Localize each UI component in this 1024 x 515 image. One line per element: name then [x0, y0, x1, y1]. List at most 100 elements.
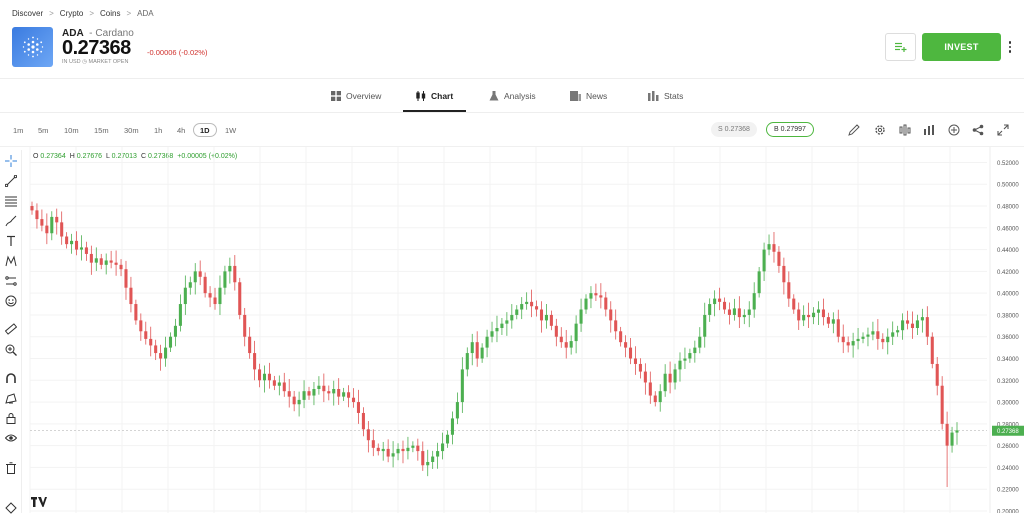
candle[interactable]	[589, 286, 593, 309]
candle[interactable]	[485, 329, 489, 358]
candle[interactable]	[470, 333, 474, 366]
candle[interactable]	[144, 321, 148, 345]
tab-stats[interactable]: Stats	[648, 79, 683, 112]
candle[interactable]	[525, 292, 529, 310]
candle[interactable]	[579, 298, 583, 332]
candle[interactable]	[307, 386, 311, 400]
candle[interactable]	[282, 372, 286, 397]
timeframe-1d[interactable]: 1D	[193, 123, 217, 137]
candle[interactable]	[881, 333, 885, 350]
candle[interactable]	[648, 371, 652, 404]
candle[interactable]	[658, 384, 662, 412]
candle[interactable]	[906, 310, 910, 330]
candle[interactable]	[287, 378, 291, 408]
candle[interactable]	[772, 231, 776, 263]
candle[interactable]	[35, 203, 39, 229]
candle[interactable]	[361, 407, 365, 437]
timeframe-1m[interactable]: 1m	[13, 125, 24, 135]
candle[interactable]	[762, 242, 766, 281]
candle[interactable]	[332, 380, 336, 406]
candle[interactable]	[371, 429, 375, 457]
candle[interactable]	[955, 422, 959, 445]
candlestick-chart-svg[interactable]: 0.52000 0.50000 0.48000 0.46000 0.44000 0.420…	[22, 147, 1024, 513]
candle[interactable]	[149, 326, 153, 357]
candle[interactable]	[713, 290, 717, 317]
candle[interactable]	[40, 209, 44, 232]
candle[interactable]	[851, 332, 855, 358]
candle[interactable]	[708, 298, 712, 322]
tab-news[interactable]: News	[570, 79, 607, 112]
candle[interactable]	[787, 271, 791, 307]
settings-gear-icon[interactable]	[873, 123, 887, 137]
timeframe-1h[interactable]: 1h	[154, 125, 163, 135]
candle[interactable]	[79, 235, 83, 261]
candle[interactable]	[243, 307, 247, 347]
sell-price-button[interactable]: S 0.27368	[711, 122, 757, 137]
add-to-watchlist-button[interactable]	[885, 33, 916, 61]
candle[interactable]	[599, 283, 603, 309]
candle[interactable]	[218, 275, 222, 315]
candle[interactable]	[816, 301, 821, 325]
chart-type-icon[interactable]	[922, 123, 936, 137]
candle[interactable]	[337, 378, 341, 405]
timeframe-5m[interactable]: 5m	[38, 125, 49, 135]
candle[interactable]	[292, 390, 296, 412]
candle[interactable]	[455, 392, 459, 425]
candle[interactable]	[99, 253, 103, 270]
candle[interactable]	[846, 336, 850, 353]
candle[interactable]	[797, 302, 801, 330]
candle[interactable]	[910, 311, 915, 339]
measure-range-icon[interactable]	[3, 273, 18, 288]
tab-chart[interactable]: Chart	[402, 79, 467, 112]
candle[interactable]	[559, 327, 563, 348]
candle[interactable]	[678, 352, 682, 382]
candle[interactable]	[223, 265, 227, 295]
candle[interactable]	[821, 298, 825, 326]
candle[interactable]	[619, 326, 623, 347]
candle[interactable]	[272, 375, 276, 391]
candle[interactable]	[178, 294, 182, 332]
candle[interactable]	[767, 234, 771, 256]
lock-icon[interactable]	[3, 410, 18, 425]
candle[interactable]	[347, 385, 351, 408]
candle[interactable]	[426, 449, 430, 477]
candle[interactable]	[94, 247, 98, 271]
candle[interactable]	[431, 450, 435, 469]
candle[interactable]	[421, 441, 425, 471]
candle[interactable]	[777, 246, 781, 273]
candle[interactable]	[624, 335, 628, 358]
candle[interactable]	[173, 318, 177, 347]
candle[interactable]	[119, 259, 123, 277]
candle[interactable]	[109, 250, 113, 269]
candle[interactable]	[544, 304, 548, 329]
candle[interactable]	[104, 253, 108, 275]
candle[interactable]	[609, 301, 613, 333]
timeframe-15m[interactable]: 15m	[94, 125, 109, 135]
candle[interactable]	[693, 340, 697, 363]
text-tool-icon[interactable]	[3, 233, 18, 248]
candle[interactable]	[826, 312, 830, 329]
candle[interactable]	[861, 332, 865, 344]
candle[interactable]	[213, 287, 217, 310]
candle[interactable]	[114, 250, 118, 276]
indicators-icon[interactable]	[898, 123, 912, 137]
candle[interactable]	[732, 298, 736, 321]
candle[interactable]	[594, 283, 598, 301]
candle[interactable]	[322, 373, 326, 403]
candle[interactable]	[460, 357, 464, 413]
invest-button[interactable]: INVEST	[922, 33, 1001, 61]
candle[interactable]	[441, 432, 445, 460]
candle[interactable]	[841, 324, 845, 354]
buy-price-button[interactable]: B 0.27997	[766, 122, 814, 137]
candle[interactable]	[876, 319, 880, 350]
candle[interactable]	[490, 321, 494, 343]
candle[interactable]	[653, 391, 657, 407]
emoji-icon[interactable]	[3, 293, 18, 308]
crosshair-icon[interactable]	[3, 153, 18, 168]
candle[interactable]	[742, 309, 746, 325]
share-icon[interactable]	[971, 123, 985, 137]
candle[interactable]	[945, 411, 949, 488]
candle[interactable]	[198, 260, 202, 286]
candle[interactable]	[351, 388, 356, 408]
candle[interactable]	[406, 436, 410, 460]
